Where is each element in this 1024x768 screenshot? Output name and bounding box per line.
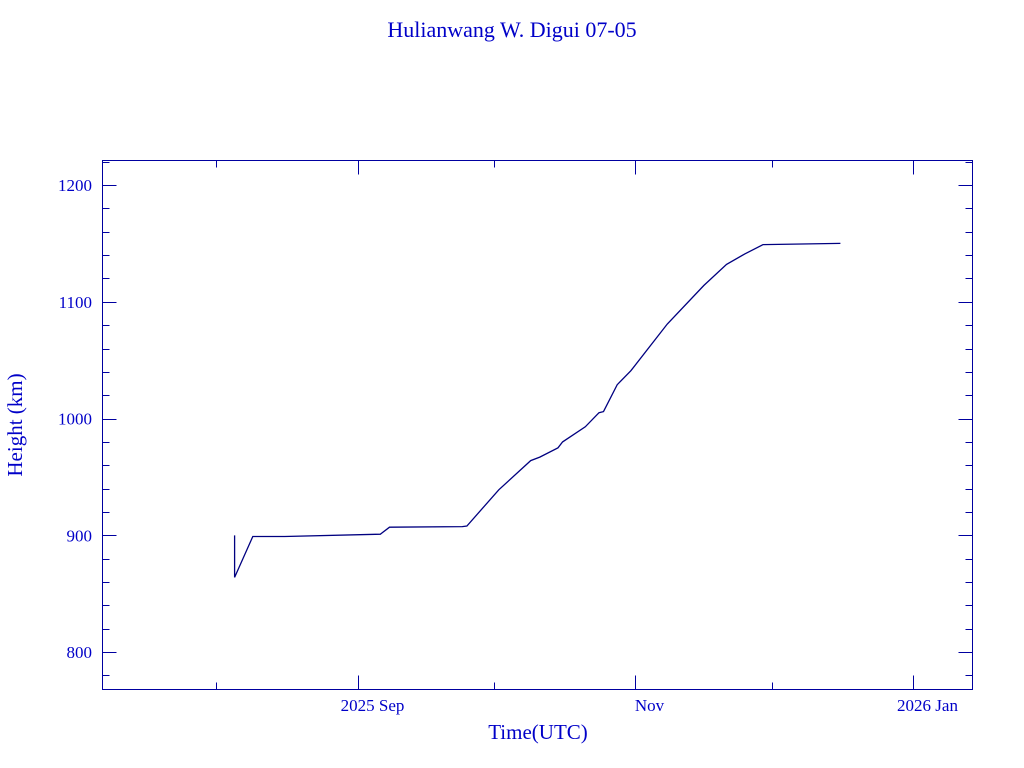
- y-tick-label: 1000: [58, 410, 92, 429]
- x-axis-label: Time(UTC): [488, 720, 588, 744]
- chart-title: Hulianwang W. Digui 07-05: [387, 17, 636, 42]
- y-tick-label: 900: [67, 526, 93, 545]
- y-tick-label: 1200: [58, 176, 92, 195]
- y-axis-label: Height (km): [3, 373, 27, 476]
- y-tick-label: 1100: [59, 293, 92, 312]
- x-tick-label: 2026 Jan: [897, 696, 958, 715]
- y-tick-label: 800: [67, 643, 93, 662]
- x-tick-label: 2025 Sep: [341, 696, 405, 715]
- x-tick-label: Nov: [635, 696, 665, 715]
- plot-frame: [102, 160, 973, 690]
- series-line: [233, 242, 841, 578]
